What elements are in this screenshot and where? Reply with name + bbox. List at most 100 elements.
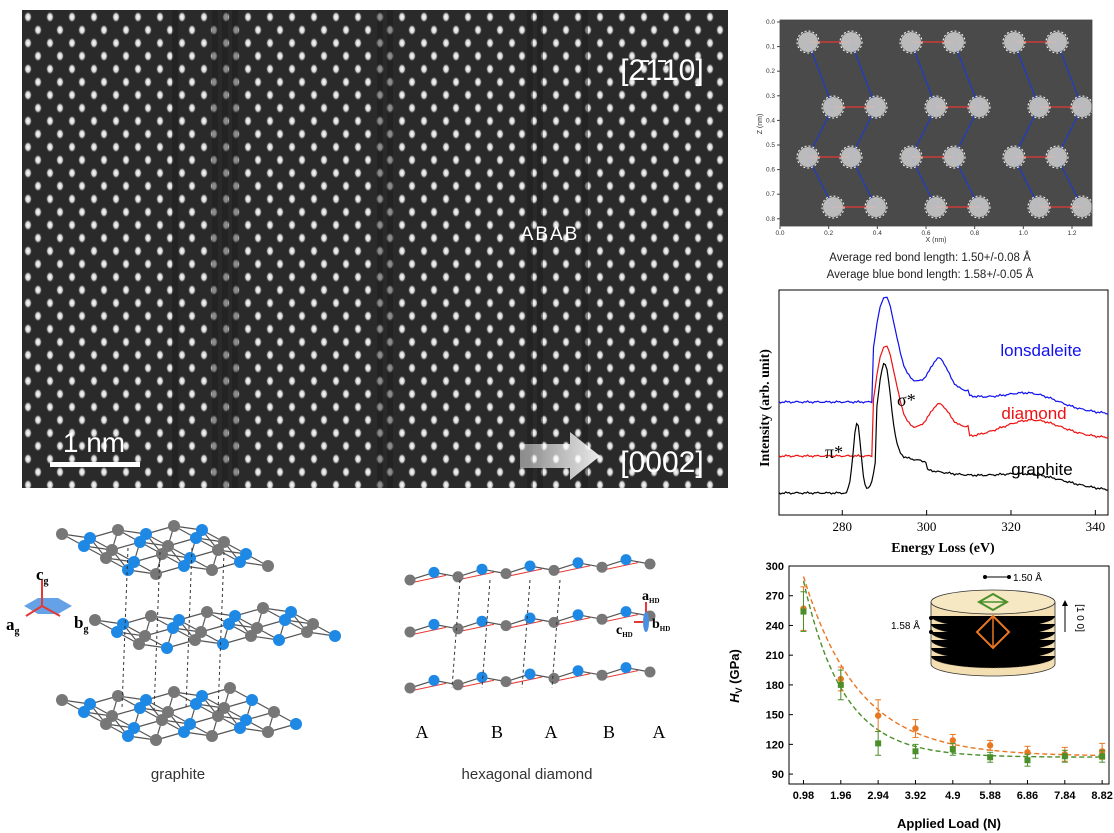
carbon-atom [452, 679, 464, 691]
carbon-atom [301, 626, 313, 638]
z-tick-label: 0.8 [766, 216, 775, 223]
red-bond [457, 623, 495, 633]
load-tick-label: 2.94 [867, 790, 889, 802]
carbon-atom [56, 694, 68, 706]
zone-axis-label: [2̄1̄10] [620, 54, 703, 87]
carbon-atom [548, 616, 560, 628]
atom-outline [864, 195, 888, 219]
hv-tick-label: 180 [766, 680, 784, 692]
blue-bond [1056, 41, 1083, 108]
carbon-atom [644, 558, 656, 570]
atom-outline [839, 145, 863, 169]
carbon-atom [329, 630, 341, 642]
carbon-atom [234, 722, 246, 734]
carbon-atom [122, 564, 134, 576]
data-point [874, 712, 882, 719]
carbon-atom [644, 666, 656, 678]
crystal-inset [929, 575, 1068, 677]
honeycomb-lattice [796, 30, 1094, 219]
carbon-atom [246, 694, 258, 706]
load-axis-ticks: 0.98 1.96 2.94 3.92 4.9 5.88 6.86 7.84 8.82 [793, 780, 1113, 802]
data-point [1099, 753, 1106, 760]
stacking-letters: A B A B A [416, 722, 666, 742]
atom-column [926, 197, 946, 217]
atom-column [969, 97, 989, 117]
inset-direction-label: [1 0 0] [1074, 604, 1085, 632]
atom-column [1072, 97, 1092, 117]
carbon-atom [596, 669, 608, 681]
red-bond [553, 565, 591, 574]
x-tick-label: 0.8 [970, 230, 979, 237]
load-tick-label: 3.92 [905, 790, 926, 802]
sigma-star-label: σ* [897, 390, 916, 410]
atom-column [1004, 147, 1024, 167]
x-tick-label: 0.2 [824, 230, 833, 237]
carbon-atom [168, 520, 180, 532]
atom-outline [1002, 30, 1026, 54]
carbon-atom [161, 642, 173, 654]
red-bond [505, 676, 543, 686]
carbon-atom [404, 574, 416, 586]
carbon-atom [572, 609, 584, 621]
dark-column [232, 10, 238, 488]
data-point [875, 740, 882, 747]
carbon-atom [134, 536, 146, 548]
red-bond [601, 614, 639, 623]
carbon-atom [100, 718, 112, 730]
atom-outline [1070, 95, 1094, 119]
data-point [837, 681, 844, 688]
growth-direction-label: [0002] [620, 446, 703, 479]
hv-tick-label: 150 [766, 710, 784, 722]
atom-outline [821, 95, 845, 119]
atom-outline [924, 95, 948, 119]
carbon-atom [56, 528, 68, 540]
atom-column [944, 147, 964, 167]
blue-bond [850, 41, 877, 108]
carbon-atom [620, 606, 632, 618]
graphite-layers [56, 520, 341, 746]
atom-outline [1045, 30, 1069, 54]
carbon-atom [156, 548, 168, 560]
energy-tick-label: 300 [917, 519, 937, 534]
dark-column [582, 10, 588, 488]
carbon-atom [452, 571, 464, 583]
carbon-atom [245, 630, 257, 642]
atom-outline [1027, 195, 1051, 219]
dark-column [387, 10, 393, 488]
diamond-spectrum [778, 345, 1109, 458]
atom-column [866, 197, 886, 217]
load-tick-label: 7.84 [1054, 790, 1076, 802]
interlayer-line [217, 551, 225, 713]
atom-outline [839, 30, 863, 54]
atom-column [1029, 97, 1049, 117]
hv-tick-label: 120 [766, 739, 784, 751]
data-point [986, 742, 994, 749]
carbon-atom [500, 620, 512, 632]
carbon-atom [476, 671, 488, 683]
carbon-atom [234, 556, 246, 568]
bhd-axis-label: bHD [652, 617, 670, 633]
stacking-letter: B [603, 722, 615, 742]
atom-column [823, 97, 843, 117]
carbon-atom [524, 560, 536, 572]
carbon-atom [524, 612, 536, 624]
carbon-atom [476, 563, 488, 575]
stacking-letter: A [545, 722, 558, 742]
atom-column [1072, 197, 1092, 217]
fit-curve [802, 580, 1101, 758]
blue-bond [910, 41, 937, 108]
load-tick-label: 5.88 [979, 790, 1000, 802]
fit-curves [802, 576, 1101, 758]
data-point [949, 737, 957, 744]
atom-column [1029, 197, 1049, 217]
data-points [800, 586, 1106, 767]
blue-bond-caption: Average blue bond length: 1.58+/-0.05 Å [827, 268, 1034, 281]
column-contrast [172, 10, 588, 488]
carbon-atom [89, 614, 101, 626]
hexagonal-diamond-caption: hexagonal diamond [462, 766, 593, 783]
intensity-axis-label: Intensity (arb. unit) [758, 349, 773, 467]
carbon-atom [500, 676, 512, 688]
inset-c-label: 1.58 Å [891, 619, 920, 632]
stacking-letter: A [416, 722, 429, 742]
carbon-atom [156, 714, 168, 726]
